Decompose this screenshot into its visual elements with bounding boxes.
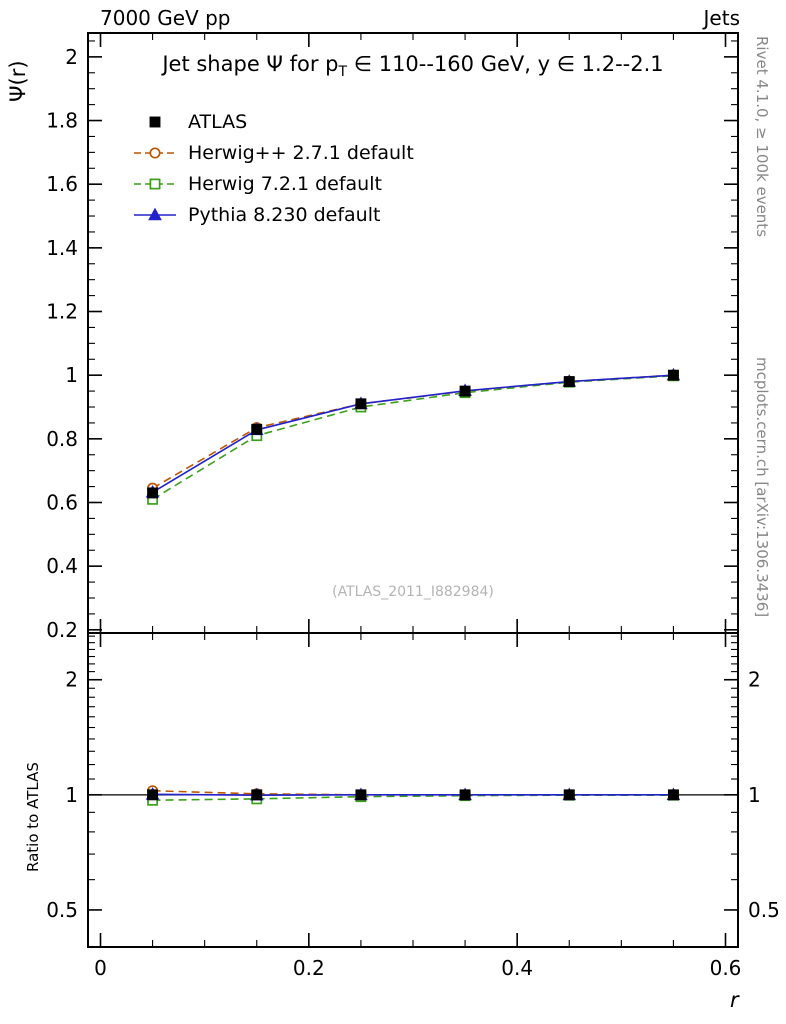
ratio-axis-label: Ratio to ATLAS — [24, 762, 42, 872]
data-point-square — [563, 376, 575, 387]
legend: ATLAS Herwig++ 2.7.1 default Herwig 7.2.… — [132, 106, 414, 230]
series-line — [152, 374, 674, 489]
tick-label: 1 — [748, 783, 761, 807]
data-point-square — [251, 423, 263, 435]
data-point-square — [147, 789, 159, 801]
tick-label: 0.6 — [46, 490, 78, 514]
tick-label: 2 — [65, 668, 78, 692]
tick-label: 1 — [65, 363, 78, 387]
data-point-square — [459, 385, 471, 397]
tick-label: 0.2 — [46, 618, 78, 642]
plot-title-post: ∈ 110--160 GeV, y ∈ 1.2--2.1 — [347, 52, 664, 76]
atlas-marker-icon — [149, 116, 161, 127]
herwig7-marker-icon — [134, 178, 176, 189]
tick-label: 0.6 — [710, 956, 742, 980]
mcplots-attribution-label: mcplots.cern.ch [arXiv:1306.3436] — [753, 357, 771, 618]
tick-label: 1.6 — [46, 172, 78, 196]
herwigpp-marker-icon — [134, 146, 176, 159]
legend-label-herwig7: Herwig 7.2.1 default — [188, 172, 382, 195]
data-point-square — [147, 487, 159, 499]
data-point-square — [563, 789, 575, 801]
series-line — [152, 375, 674, 500]
y-axis-label: Ψ(r) — [6, 60, 30, 102]
tick-label: 0 — [94, 956, 107, 980]
data-point-square — [459, 789, 471, 801]
plot-title-sub: T — [338, 64, 348, 81]
series-line — [152, 794, 674, 802]
tick-label: 0.4 — [501, 956, 533, 980]
tick-label: 0.4 — [46, 554, 78, 578]
legend-item-pythia: Pythia 8.230 default — [132, 199, 414, 230]
tick-label: 1.4 — [46, 236, 78, 260]
data-point-square — [355, 398, 367, 410]
plot-title-pre: Jet shape Ψ for p — [162, 52, 339, 76]
tick-label: 1.2 — [46, 300, 78, 324]
tick-label: 2 — [748, 668, 761, 692]
legend-item-atlas: ATLAS — [132, 106, 414, 137]
data-point-square — [251, 789, 263, 801]
ratio-panel-frame — [87, 632, 739, 948]
data-point-square — [667, 789, 679, 801]
series-line — [152, 793, 674, 796]
tick-label: 0.5 — [748, 898, 780, 922]
series-line — [152, 374, 674, 493]
tick-label: 2 — [65, 45, 78, 69]
legend-label-atlas: ATLAS — [188, 110, 248, 133]
pythia-marker-icon — [134, 207, 176, 220]
analysis-group-label: Jets — [703, 6, 740, 30]
tick-label: 1 — [65, 783, 78, 807]
legend-item-herwig7: Herwig 7.2.1 default — [132, 168, 414, 199]
tick-label: 0.2 — [293, 956, 325, 980]
data-point-square — [667, 369, 679, 381]
plot-title: Jet shape Ψ for pT ∈ 110--160 GeV, y ∈ 1… — [88, 52, 738, 80]
tick-label: 0.5 — [46, 898, 78, 922]
rivet-version-label: Rivet 4.1.0, ≥ 100k events — [753, 36, 771, 238]
tick-label: 1.8 — [46, 109, 78, 133]
data-point-square — [355, 789, 367, 801]
beam-energy-label: 7000 GeV pp — [100, 6, 231, 30]
x-axis-label: r — [730, 988, 739, 1012]
analysis-id-watermark: (ATLAS_2011_I882984) — [332, 584, 494, 600]
legend-item-herwigpp: Herwig++ 2.7.1 default — [132, 137, 414, 168]
tick-label: 0.8 — [46, 427, 78, 451]
legend-label-herwigpp: Herwig++ 2.7.1 default — [188, 141, 414, 164]
legend-label-pythia: Pythia 8.230 default — [188, 203, 381, 226]
